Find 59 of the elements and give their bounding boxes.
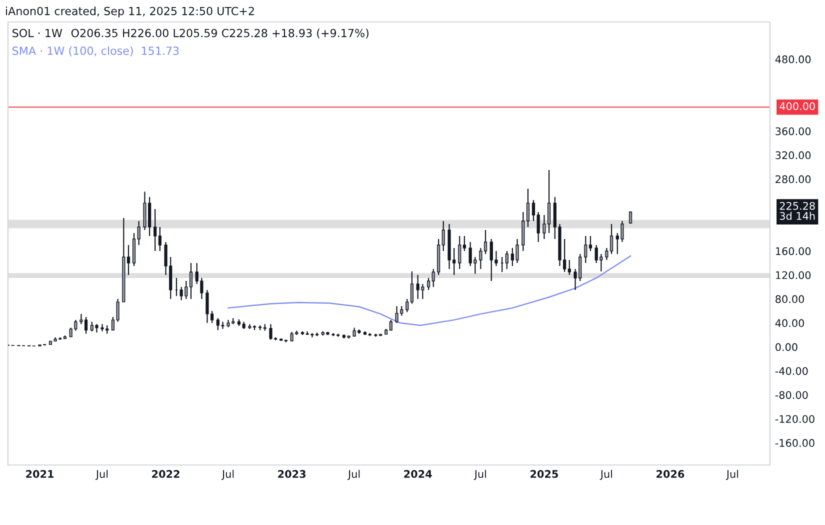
x-tick-label: Jul <box>347 470 360 480</box>
candlestick <box>189 262 193 300</box>
text: SMA · 1W (100, close) <box>12 46 133 56</box>
x-tick-label: 2026 <box>656 470 684 478</box>
x-tick-label: Jul <box>726 470 738 480</box>
chart-title: SOL · 1W <box>12 28 62 38</box>
y-tick-label: 320.00 <box>776 151 811 160</box>
y-tick-label: -80.00 <box>775 391 808 399</box>
text: 3d 14h <box>780 212 815 220</box>
candlestick <box>526 188 530 228</box>
candlestick <box>158 226 162 252</box>
candlestick <box>588 235 592 252</box>
candlestick <box>462 235 466 252</box>
annotation: 151.73 <box>142 46 179 55</box>
y-tick-label: -40.00 <box>775 367 808 375</box>
y-tick-label: 80.00 <box>776 295 804 304</box>
candlestick <box>410 270 414 304</box>
y-tick-label: 40.00 <box>775 319 804 328</box>
line-series <box>228 255 632 326</box>
candlestick <box>126 244 130 276</box>
y-tick-label: 120.00 <box>776 271 811 280</box>
text: 225.28 <box>780 202 815 210</box>
candlestick <box>610 223 614 255</box>
x-tick-label: 2023 <box>278 470 306 478</box>
x-tick-label: Jul <box>95 470 108 480</box>
candlestick <box>426 277 430 291</box>
candlestick <box>432 268 435 288</box>
y-tick-label: 160.00 <box>776 247 811 256</box>
y-tick-label: 480.00 <box>775 55 811 64</box>
candlestick <box>522 211 525 252</box>
y-tick-label: -120.00 <box>775 415 814 423</box>
x-tick-label: Jul <box>600 470 612 480</box>
candlestick <box>442 220 445 252</box>
candlestick <box>568 259 571 276</box>
x-tick-label: Jul <box>474 470 486 480</box>
annotation: O206.35 H226.00 L205.59 C225.28 +18.93 (+9.17%) <box>71 28 368 39</box>
y-tick-label: -160.00 <box>775 439 814 447</box>
candlestick <box>536 211 540 243</box>
candlestick <box>479 247 482 270</box>
y-tick-label: 360.00 <box>776 127 811 136</box>
x-tick-label: 2025 <box>530 470 558 478</box>
candlestick <box>458 235 462 270</box>
candlestick <box>406 298 409 313</box>
x-tick-label: 2021 <box>26 470 54 478</box>
candlestick <box>132 232 136 267</box>
y-tick-label: 0.00 <box>776 343 798 352</box>
candlestick <box>605 247 608 261</box>
candlestick <box>584 235 588 264</box>
x-tick-label: 2024 <box>404 470 432 478</box>
candlestick <box>484 229 488 255</box>
ref-line-label: 400.00 <box>780 102 815 110</box>
candlestick <box>154 208 157 252</box>
text: iAnon01 created, Sep 11, 2025 12:50 UTC+2 <box>6 6 254 18</box>
x-tick-label: 2022 <box>152 470 180 478</box>
candlestick <box>505 250 508 270</box>
candlestick <box>137 220 140 246</box>
candlestick <box>532 199 536 222</box>
y-tick-label: 280.00 <box>776 175 811 184</box>
x-tick-label: Jul <box>221 470 234 480</box>
